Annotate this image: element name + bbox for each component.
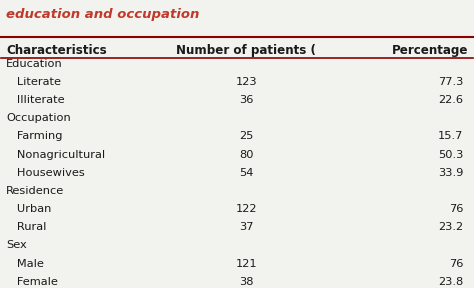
- Text: 121: 121: [236, 259, 257, 268]
- Text: Illiterate: Illiterate: [6, 95, 65, 105]
- Text: education and occupation: education and occupation: [6, 8, 200, 21]
- Text: 122: 122: [236, 204, 257, 214]
- Text: 36: 36: [239, 95, 254, 105]
- Text: Sex: Sex: [6, 240, 27, 250]
- Text: Farming: Farming: [6, 131, 63, 141]
- Text: Education: Education: [6, 59, 63, 69]
- Text: 23.8: 23.8: [438, 277, 463, 287]
- Text: Rural: Rural: [6, 222, 46, 232]
- Text: 76: 76: [449, 259, 463, 268]
- Text: Male: Male: [6, 259, 44, 268]
- Text: 54: 54: [239, 168, 254, 178]
- Text: 123: 123: [236, 77, 257, 87]
- Text: 50.3: 50.3: [438, 149, 463, 160]
- Text: 23.2: 23.2: [438, 222, 463, 232]
- Text: Literate: Literate: [6, 77, 61, 87]
- Text: Number of patients (: Number of patients (: [176, 44, 316, 57]
- Text: 37: 37: [239, 222, 254, 232]
- Text: 38: 38: [239, 277, 254, 287]
- Text: 80: 80: [239, 149, 254, 160]
- Text: 25: 25: [239, 131, 254, 141]
- Text: 76: 76: [449, 204, 463, 214]
- Text: Female: Female: [6, 277, 58, 287]
- Text: Percentage: Percentage: [392, 44, 468, 57]
- Text: 77.3: 77.3: [438, 77, 463, 87]
- Text: Occupation: Occupation: [6, 113, 71, 123]
- Text: Nonagricultural: Nonagricultural: [6, 149, 105, 160]
- Text: Urban: Urban: [6, 204, 52, 214]
- Text: 22.6: 22.6: [438, 95, 463, 105]
- Text: Residence: Residence: [6, 186, 64, 196]
- Text: 15.7: 15.7: [438, 131, 463, 141]
- Text: Housewives: Housewives: [6, 168, 85, 178]
- Text: Characteristics: Characteristics: [6, 44, 107, 57]
- Text: 33.9: 33.9: [438, 168, 463, 178]
